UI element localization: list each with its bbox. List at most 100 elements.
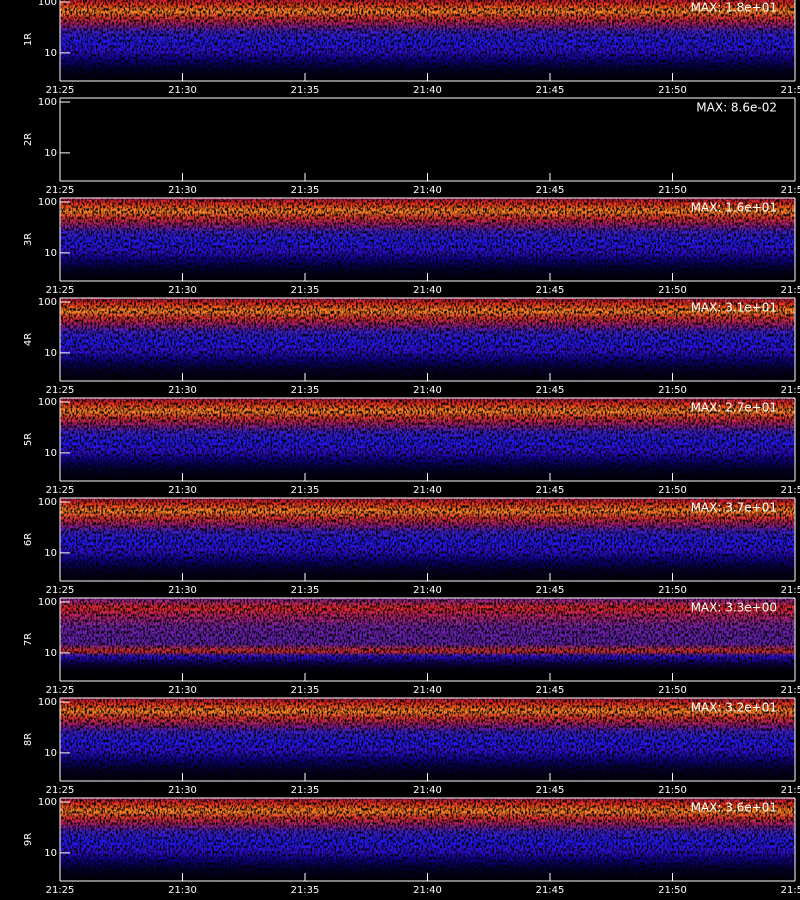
x-tick-label: 21:25: [46, 285, 75, 296]
y-tick-label: 10: [44, 248, 57, 259]
x-tick-label: 21:30: [168, 785, 197, 796]
x-tick-label: 21:55: [781, 485, 800, 496]
y-tick-label: 10: [44, 748, 57, 759]
panel: 10 100 21:25 21:30 21:35 21:40 21:45 21:50 21:55…: [23, 697, 800, 796]
annotation: MAX: 1.6e+01: [691, 201, 777, 215]
x-tick-label: 21:50: [658, 485, 687, 496]
x-tick-label: 21:30: [168, 285, 197, 296]
x-tick-label: 21:40: [413, 585, 442, 596]
x-tick-label: 21:50: [658, 585, 687, 596]
x-tick-label: 21:35: [291, 385, 320, 396]
annotation: MAX: 3.1e+01: [691, 301, 777, 315]
x-tick-label: 21:40: [413, 385, 442, 396]
y-axis-label: 1R: [23, 33, 34, 46]
x-tick-label: 21:55: [781, 585, 800, 596]
spectrogram-speckle: [60, 198, 795, 281]
x-tick-label: 21:50: [658, 385, 687, 396]
x-tick-label: 21:40: [413, 685, 442, 696]
x-tick-label: 21:30: [168, 485, 197, 496]
annotation: MAX: 2.7e+01: [691, 401, 777, 415]
y-axis-label: 3R: [23, 233, 34, 246]
x-tick-label: 21:25: [46, 685, 75, 696]
y-tick-label: 100: [38, 197, 57, 208]
x-tick-label: 21:35: [291, 285, 320, 296]
panel: 10 100 21:25 21:30 21:35 21:40 21:45 21:50 21:55…: [23, 0, 800, 96]
y-axis-label: 7R: [23, 633, 34, 646]
panel: 10 100 21:25 21:30 21:35 21:40 21:45 21:50 21:55…: [23, 797, 800, 896]
x-tick-label: 21:25: [46, 385, 75, 396]
spectrogram-speckle: [60, 298, 795, 381]
x-tick-label: 21:50: [658, 85, 687, 96]
x-tick-label: 21:35: [291, 885, 320, 896]
y-tick-label: 100: [38, 697, 57, 708]
x-tick-label: 21:30: [168, 85, 197, 96]
x-tick-label: 21:45: [536, 785, 565, 796]
x-tick-label: 21:40: [413, 785, 442, 796]
x-tick-label: 21:45: [536, 685, 565, 696]
y-tick-label: 100: [38, 597, 57, 608]
spectrogram-speckle: [60, 698, 795, 781]
panel: 10 100 21:25 21:30 21:35 21:40 21:45 21:50 21:55…: [23, 97, 800, 196]
x-tick-label: 21:25: [46, 885, 75, 896]
x-tick-label: 21:25: [46, 785, 75, 796]
x-tick-label: 21:55: [781, 785, 800, 796]
y-tick-label: 10: [44, 548, 57, 559]
y-tick-label: 10: [44, 348, 57, 359]
x-tick-label: 21:40: [413, 885, 442, 896]
y-tick-label: 100: [38, 297, 57, 308]
x-tick-label: 21:40: [413, 285, 442, 296]
x-tick-label: 21:45: [536, 185, 565, 196]
x-tick-label: 21:50: [658, 885, 687, 896]
x-tick-label: 21:35: [291, 685, 320, 696]
x-tick-label: 21:30: [168, 185, 197, 196]
x-tick-label: 21:35: [291, 585, 320, 596]
y-tick-label: 100: [38, 797, 57, 808]
x-tick-label: 21:45: [536, 85, 565, 96]
y-tick-label: 10: [44, 148, 57, 159]
x-tick-label: 21:55: [781, 385, 800, 396]
x-tick-label: 21:45: [536, 585, 565, 596]
y-axis-label: 6R: [23, 533, 34, 546]
y-tick-label: 100: [38, 497, 57, 508]
spectrogram-speckle: [60, 498, 795, 581]
y-tick-label: 10: [44, 848, 57, 859]
x-tick-label: 21:50: [658, 785, 687, 796]
panel: 10 100 21:25 21:30 21:35 21:40 21:45 21:50 21:55…: [23, 197, 800, 296]
x-tick-label: 21:25: [46, 585, 75, 596]
annotation: MAX: 3.7e+01: [691, 501, 777, 515]
x-tick-label: 21:30: [168, 585, 197, 596]
y-axis-label: 4R: [23, 333, 34, 346]
plot-background: [60, 98, 795, 181]
annotation: MAX: 1.8e+01: [691, 1, 777, 15]
x-tick-label: 21:40: [413, 485, 442, 496]
x-tick-label: 21:25: [46, 185, 75, 196]
x-tick-label: 21:55: [781, 285, 800, 296]
panel: 10 100 21:25 21:30 21:35 21:40 21:45 21:50 21:55…: [23, 497, 800, 596]
y-axis-label: 2R: [23, 133, 34, 146]
spectrogram-speckle: [60, 798, 795, 881]
spectrogram-speckle: [60, 598, 795, 681]
x-tick-label: 21:55: [781, 685, 800, 696]
x-tick-label: 21:35: [291, 185, 320, 196]
y-tick-label: 10: [44, 648, 57, 659]
annotation: MAX: 3.3e+00: [691, 601, 777, 615]
x-tick-label: 21:45: [536, 285, 565, 296]
y-axis-label: 5R: [23, 433, 34, 446]
y-tick-label: 100: [38, 0, 57, 8]
x-tick-label: 21:40: [413, 85, 442, 96]
x-tick-label: 21:55: [781, 885, 800, 896]
annotation: MAX: 3.6e+01: [691, 801, 777, 815]
x-tick-label: 21:50: [658, 185, 687, 196]
panels: 1010021:2521:3021:3521:4021:4521:5021:55…: [23, 0, 800, 896]
x-tick-label: 21:50: [658, 685, 687, 696]
y-tick-label: 100: [38, 397, 57, 408]
x-tick-label: 21:55: [781, 185, 800, 196]
annotation: MAX: 8.6e-02: [696, 101, 777, 115]
panel: 10 100 21:25 21:30 21:35 21:40 21:45 21:50 21:55…: [23, 297, 800, 396]
x-tick-label: 21:45: [536, 885, 565, 896]
spectrogram-speckle: [60, 398, 795, 481]
x-tick-label: 21:35: [291, 785, 320, 796]
panel: 10 100 21:25 21:30 21:35 21:40 21:45 21:50 21:55…: [23, 397, 800, 496]
